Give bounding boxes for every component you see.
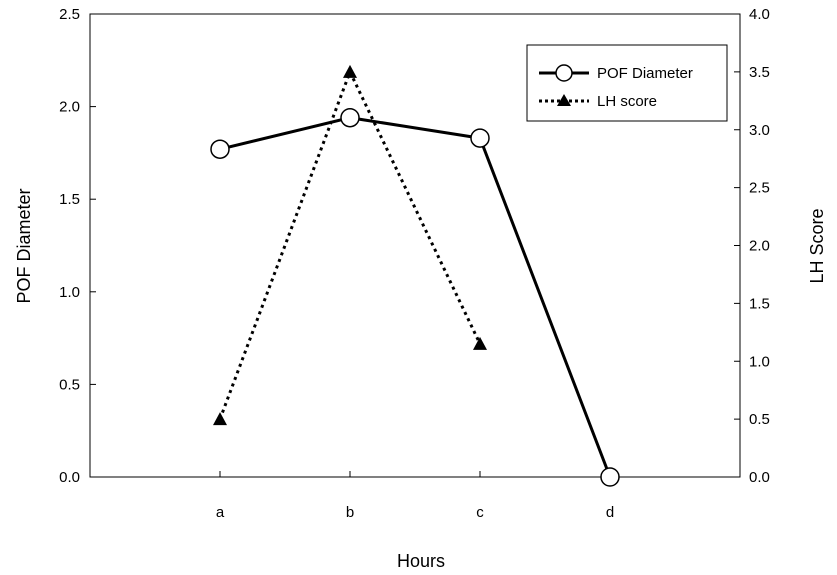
left-tick-label: 1.0: [59, 284, 80, 301]
legend-marker-lh: [557, 94, 571, 106]
series-line-pof-diameter: [219, 116, 612, 478]
left-tick-label: 2.5: [59, 6, 80, 23]
right-tick-label: 0.5: [749, 411, 770, 428]
legend-marker-pof: [555, 64, 573, 82]
lh-score-point: [473, 336, 487, 350]
left-axis-ticks: 0.0 0.5 1.0 1.5 2.0 2.5: [59, 6, 96, 486]
pof-diameter-point: [210, 139, 230, 159]
left-tick-label: 1.5: [59, 191, 80, 208]
series-layer: [210, 64, 620, 487]
right-tick-label: 1.5: [749, 295, 770, 312]
left-tick-label: 0.0: [59, 469, 80, 486]
right-axis-ticks: 0.0 0.5 1.0 1.5 2.0 2.5 3.0 3.5 4.0: [734, 6, 770, 486]
right-tick-label: 0.0: [749, 469, 770, 486]
right-tick-label: 2.0: [749, 238, 770, 255]
lh-score-point: [343, 64, 357, 78]
legend: POF Diameter LH score: [526, 44, 728, 122]
x-axis-ticks: a b c d: [216, 471, 614, 521]
legend-label-pof: POF Diameter: [597, 65, 693, 82]
x-tick-label: a: [216, 504, 225, 521]
left-tick-label: 2.0: [59, 99, 80, 116]
right-tick-label: 3.5: [749, 64, 770, 81]
pof-diameter-point: [340, 107, 360, 128]
pof-diameter-point: [600, 467, 620, 487]
right-tick-label: 4.0: [749, 6, 770, 23]
lh-score-point: [213, 412, 227, 426]
x-tick-label: b: [346, 504, 354, 521]
right-tick-label: 1.0: [749, 353, 770, 370]
x-tick-label: d: [606, 504, 614, 521]
left-tick-label: 0.5: [59, 376, 80, 393]
right-axis-title: LH Score: [807, 208, 827, 283]
legend-box: [526, 44, 728, 122]
right-tick-label: 3.0: [749, 122, 770, 139]
pof-diameter-point: [470, 128, 490, 148]
x-tick-label: c: [476, 504, 484, 521]
right-tick-label: 2.5: [749, 180, 770, 197]
x-axis-title: Hours: [397, 551, 445, 571]
legend-label-lh: LH score: [597, 93, 657, 110]
left-axis-title: POF Diameter: [14, 188, 34, 303]
